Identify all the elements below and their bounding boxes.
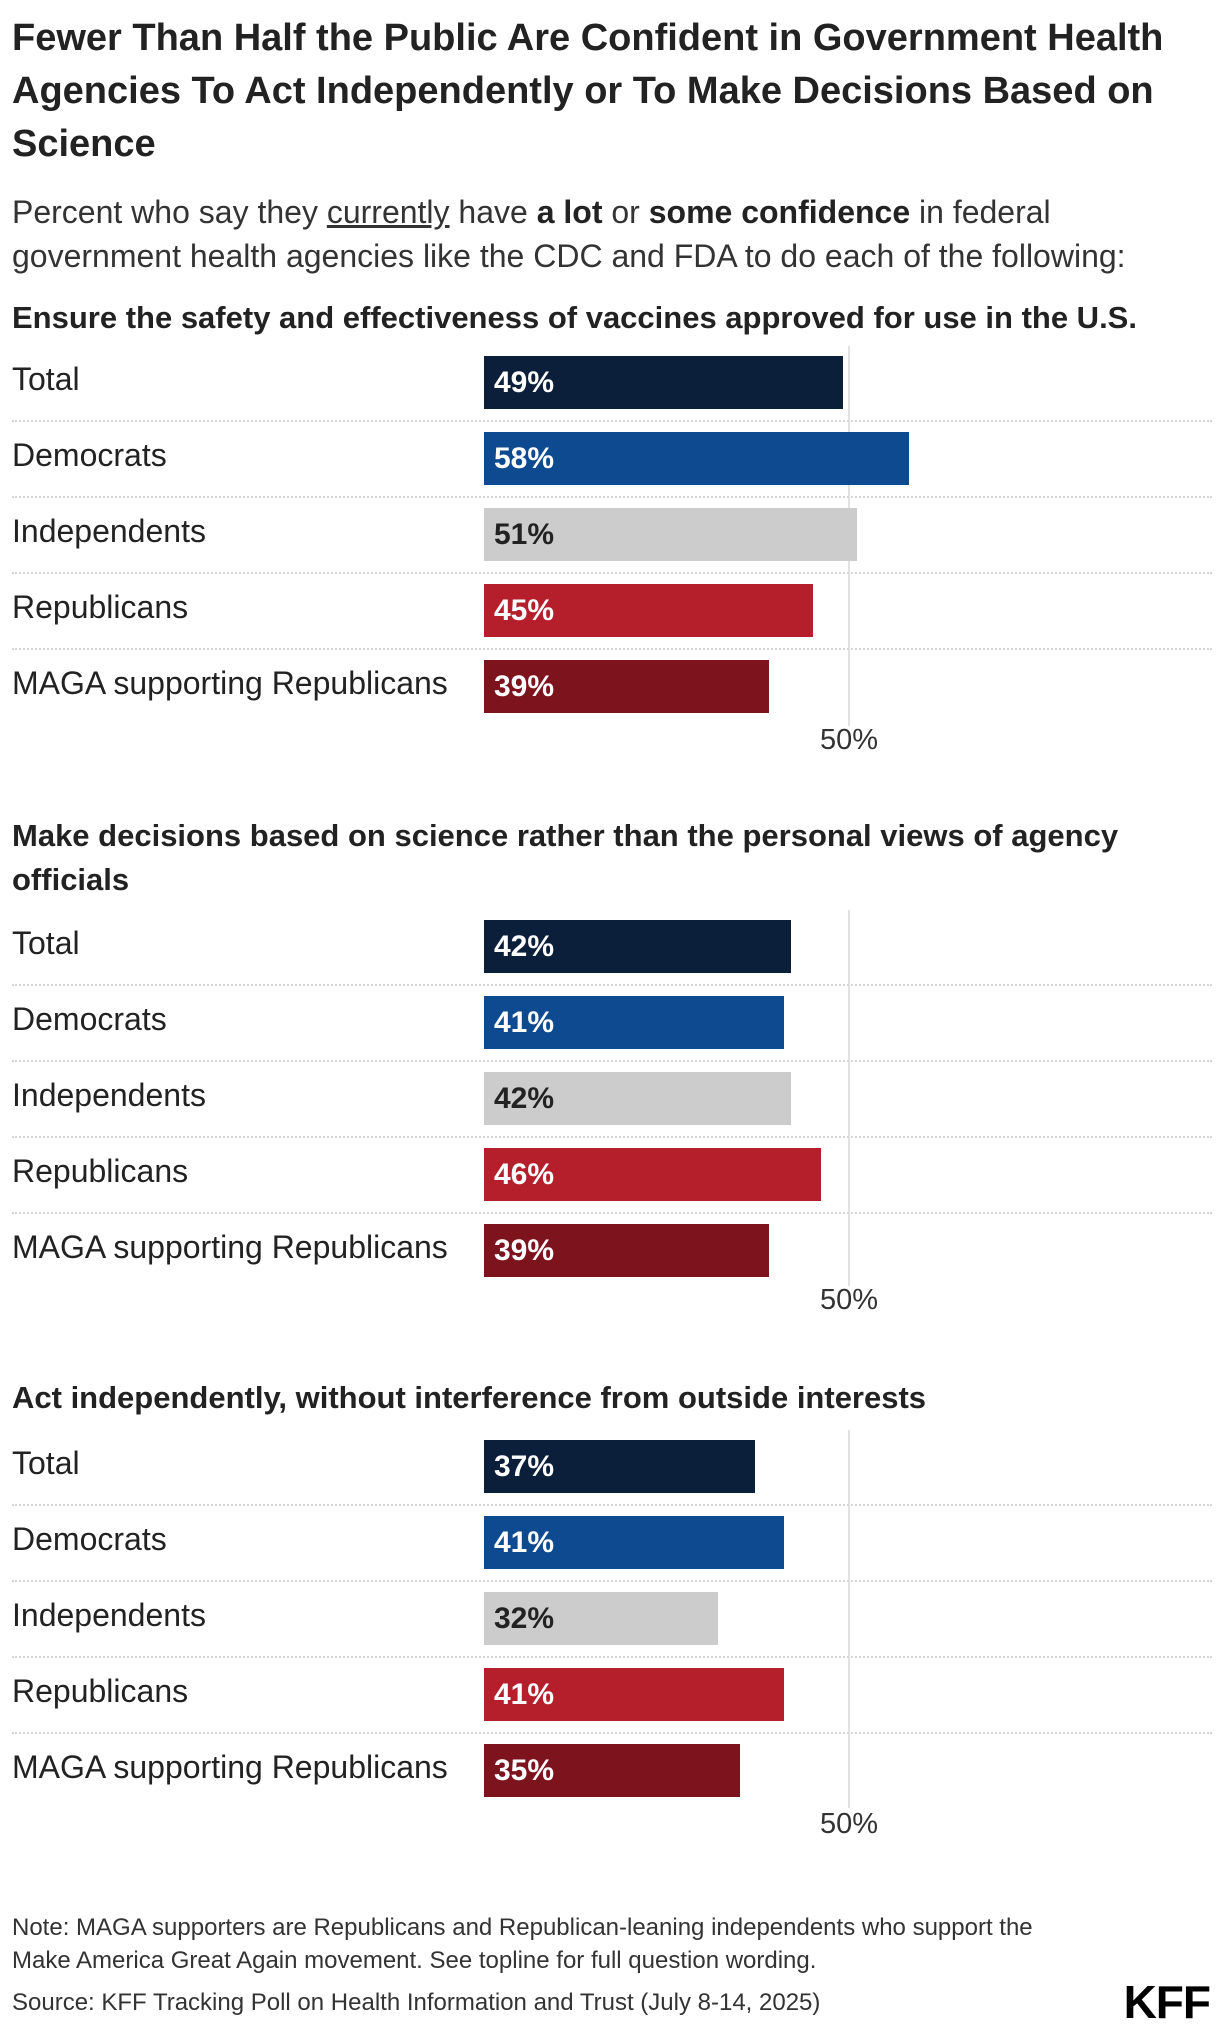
category-label: Republicans [12, 589, 189, 625]
row-divider [12, 1732, 1212, 1734]
category-label: Republicans [12, 1153, 189, 1189]
data-label: 45% [494, 594, 555, 627]
gridline-50 [848, 910, 850, 1286]
bar: 51% [484, 508, 858, 561]
bar: 45% [484, 584, 814, 637]
bar-row: MAGA supporting Republicans 39% [12, 650, 1212, 726]
row-divider [12, 648, 1212, 650]
bar: 42% [484, 1072, 792, 1125]
bar: 37% [484, 1440, 755, 1493]
bar: 46% [484, 1148, 821, 1201]
row-divider [12, 1212, 1212, 1214]
data-label: 32% [494, 1602, 555, 1635]
category-label: Total [12, 361, 80, 397]
bar-row: Total 42% [12, 910, 1212, 986]
category-label: Democrats [12, 1001, 167, 1037]
bar: 49% [484, 356, 843, 409]
bar-row: Total 49% [12, 346, 1212, 422]
panel-title: Act independently, without interference … [12, 1380, 927, 1415]
category-label: Democrats [12, 437, 167, 473]
bar-row: Republicans 45% [12, 574, 1212, 650]
chart-title: Fewer Than Half the Public Are Confident… [12, 17, 1164, 165]
row-divider [12, 1136, 1212, 1138]
row-divider [12, 1504, 1212, 1506]
data-label: 39% [494, 670, 555, 703]
bar: 32% [484, 1592, 719, 1645]
bar-row: MAGA supporting Republicans 39% [12, 1214, 1212, 1290]
data-label: 46% [494, 1158, 555, 1191]
kff-logo: KFF [1123, 1976, 1211, 2028]
category-label: Total [12, 1445, 80, 1481]
bar-row: Total 37% [12, 1430, 1212, 1506]
bar: 41% [484, 1516, 785, 1569]
footnote: Note: MAGA supporters are Republicans an… [12, 1914, 1033, 1974]
bar-row: Independents 42% [12, 1062, 1212, 1138]
x-tick-label: 50% [819, 1284, 879, 1316]
bar: 35% [484, 1744, 741, 1797]
category-label: Total [12, 925, 80, 961]
bar-row: Democrats 41% [12, 1506, 1212, 1582]
category-label: Independents [12, 513, 206, 549]
row-divider [12, 1060, 1212, 1062]
bar: 41% [484, 1668, 785, 1721]
category-label: MAGA supporting Republicans [12, 1229, 448, 1265]
category-label: Independents [12, 1597, 206, 1633]
data-label: 41% [494, 1678, 555, 1711]
panel-title: Make decisions based on science rather t… [12, 818, 1119, 897]
row-divider [12, 496, 1212, 498]
row-divider [12, 1580, 1212, 1582]
data-label: 42% [494, 930, 555, 963]
panel-title: Ensure the safety and effectiveness of v… [12, 300, 1137, 335]
bar-row: Democrats 41% [12, 986, 1212, 1062]
bar-row: Independents 51% [12, 498, 1212, 574]
data-label: 41% [494, 1006, 555, 1039]
category-label: MAGA supporting Republicans [12, 665, 448, 701]
data-label: 37% [494, 1450, 555, 1483]
row-divider [12, 984, 1212, 986]
row-divider [12, 572, 1212, 574]
data-label: 39% [494, 1234, 555, 1267]
data-label: 49% [494, 366, 555, 399]
subtitle-emphasis-currently: currently [326, 194, 450, 230]
category-label: Independents [12, 1077, 206, 1113]
subtitle-emphasis-some-confidence: some confidence [648, 194, 911, 230]
bar: 39% [484, 1224, 770, 1277]
data-label: 35% [494, 1754, 555, 1787]
bar-row: Democrats 58% [12, 422, 1212, 498]
data-label: 51% [494, 518, 555, 551]
data-label: 42% [494, 1082, 555, 1115]
data-label: 58% [494, 442, 555, 475]
bar: 41% [484, 996, 785, 1049]
bar: 39% [484, 660, 770, 713]
x-tick-label: 50% [819, 1808, 879, 1840]
category-label: Republicans [12, 1673, 189, 1709]
subtitle-emphasis-a-lot: a lot [536, 194, 603, 230]
bar-row: MAGA supporting Republicans 35% [12, 1734, 1212, 1810]
bar: 42% [484, 920, 792, 973]
row-divider [12, 1656, 1212, 1658]
x-tick-label: 50% [819, 724, 879, 756]
chart-subtitle: Percent who say they currently have a lo… [12, 194, 1126, 274]
category-label: MAGA supporting Republicans [12, 1749, 448, 1785]
data-label: 41% [494, 1526, 555, 1559]
bar-row: Independents 32% [12, 1582, 1212, 1658]
row-divider [12, 420, 1212, 422]
gridline-50 [848, 1430, 850, 1808]
category-label: Democrats [12, 1521, 167, 1557]
bar-row: Republicans 41% [12, 1658, 1212, 1734]
bar-row: Republicans 46% [12, 1138, 1212, 1214]
bar: 58% [484, 432, 909, 485]
source-line: Source: KFF Tracking Poll on Health Info… [12, 1989, 821, 2016]
